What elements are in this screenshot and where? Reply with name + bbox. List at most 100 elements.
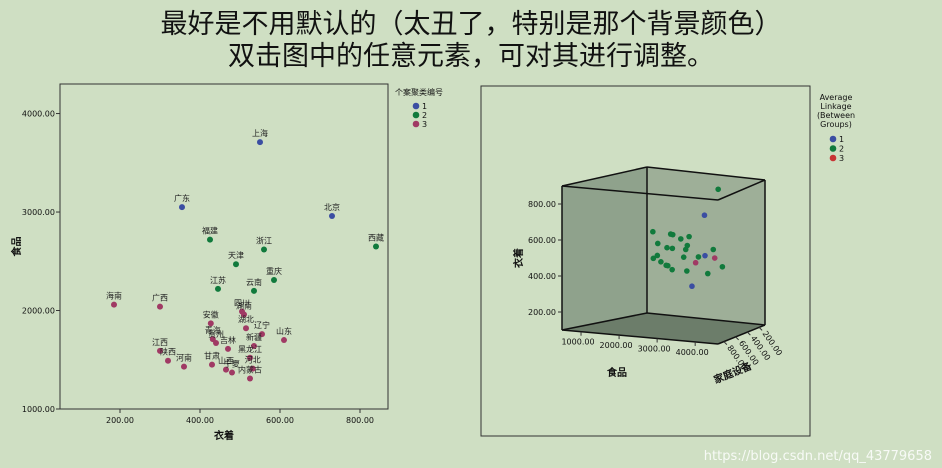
legend-label: 3 [839, 154, 844, 163]
cube-edge [717, 179, 766, 201]
point-label: 安徽 [203, 309, 219, 319]
point-label: 福建 [202, 226, 218, 236]
legend-marker [829, 154, 837, 162]
data-point [669, 231, 676, 238]
point-label: 河南 [176, 353, 192, 363]
legend-label: 1 [839, 135, 844, 144]
point-label: 内蒙古 [238, 364, 262, 374]
y-tick-label: 200.00 [528, 308, 556, 317]
heading-line-1: 最好是不用默认的（太丑了，特别是那个背景颜色） [160, 9, 782, 40]
x-tick-label: 800.00 [346, 416, 374, 425]
y-axis-label: 衣着 [512, 248, 525, 268]
z-tick [735, 336, 739, 341]
point-label: 陕西 [160, 347, 176, 357]
point-label: 河北 [245, 355, 261, 365]
data-point [373, 243, 379, 250]
x-tick-label: 2000.00 [600, 341, 633, 350]
data-point [689, 283, 695, 290]
data-point [257, 139, 263, 146]
data-point [701, 212, 708, 219]
point-label: 重庆 [266, 266, 282, 276]
legend-title: 个案聚类编号 [395, 87, 443, 97]
point-label: 新疆 [246, 332, 262, 342]
z-tick [747, 331, 751, 336]
x-tick-label: 200.00 [106, 416, 134, 425]
point-label: 山东 [276, 326, 292, 336]
data-point [213, 340, 219, 347]
legend-marker [412, 102, 420, 110]
data-point [704, 270, 711, 277]
data-point [663, 262, 669, 269]
point-label: 甘肃 [204, 351, 220, 361]
data-point [711, 255, 718, 261]
watermark: https://blog.csdn.net/qq_43779658 [703, 449, 932, 464]
point-label: 四川 [234, 299, 250, 308]
y-tick-label: 800.00 [528, 200, 556, 209]
data-point [207, 320, 214, 327]
cube-edge [646, 312, 766, 326]
data-point [247, 375, 253, 382]
data-point [692, 259, 699, 266]
data-point [669, 245, 676, 252]
legend-label: 3 [422, 120, 427, 129]
cube-edge [561, 166, 648, 187]
y-tick-label: 600.00 [528, 236, 556, 245]
data-point [664, 244, 670, 251]
z-tick [758, 327, 763, 331]
point-label: 浙江 [256, 235, 272, 245]
x-axis-label: 衣着 [214, 429, 234, 442]
legend-marker [829, 145, 837, 152]
data-point [682, 246, 689, 253]
point-label: 黑龙江 [238, 344, 262, 354]
cube-side-wall [562, 167, 647, 330]
data-point [650, 255, 657, 262]
point-label: 宁夏 [224, 359, 240, 369]
legend-title: Average Linkage (Between Groups) [817, 93, 855, 129]
y-tick-label: 1000.00 [22, 405, 55, 414]
legend-marker [412, 120, 420, 128]
point-label: 山西 [218, 356, 234, 366]
x-tick-label: 400.00 [186, 416, 214, 425]
y-tick-label: 4000.00 [22, 110, 55, 119]
x-tick-label: 3000.00 [638, 345, 671, 354]
y-tick-label: 400.00 [528, 272, 556, 281]
data-point [247, 354, 253, 361]
data-point [329, 212, 335, 219]
legend-label: 1 [422, 102, 427, 111]
heading-line-2: 双击图中的任意元素，可对其进行调整。 [228, 41, 714, 72]
data-point [686, 233, 692, 240]
data-point [710, 246, 717, 253]
data-point [251, 287, 257, 294]
data-point [229, 369, 235, 376]
y-tick-label: 3000.00 [22, 208, 55, 217]
point-label: 湖北 [238, 315, 254, 324]
data-point [241, 311, 247, 318]
data-point [271, 276, 277, 283]
point-label: 海南 [106, 291, 122, 301]
x-axis-label: 食品 [606, 366, 627, 379]
point-label: 广西 [152, 293, 168, 303]
data-point [650, 228, 656, 235]
data-point [157, 303, 163, 310]
data-point [215, 285, 221, 292]
cube-edge [646, 166, 766, 181]
data-point [225, 345, 231, 352]
data-point [678, 236, 684, 242]
data-point [223, 366, 229, 373]
data-point [179, 204, 185, 211]
plot-area [59, 83, 389, 410]
data-point [207, 236, 213, 243]
data-point [251, 342, 257, 349]
data-point [157, 347, 163, 354]
point-label: 吉林 [220, 335, 236, 345]
data-point [233, 261, 239, 268]
legend-marker [829, 135, 837, 143]
data-point [209, 361, 215, 368]
cube-edge [561, 329, 719, 345]
z-tick [723, 341, 728, 345]
point-label: 云南 [246, 277, 262, 287]
data-point [654, 240, 661, 247]
data-point [249, 365, 256, 372]
